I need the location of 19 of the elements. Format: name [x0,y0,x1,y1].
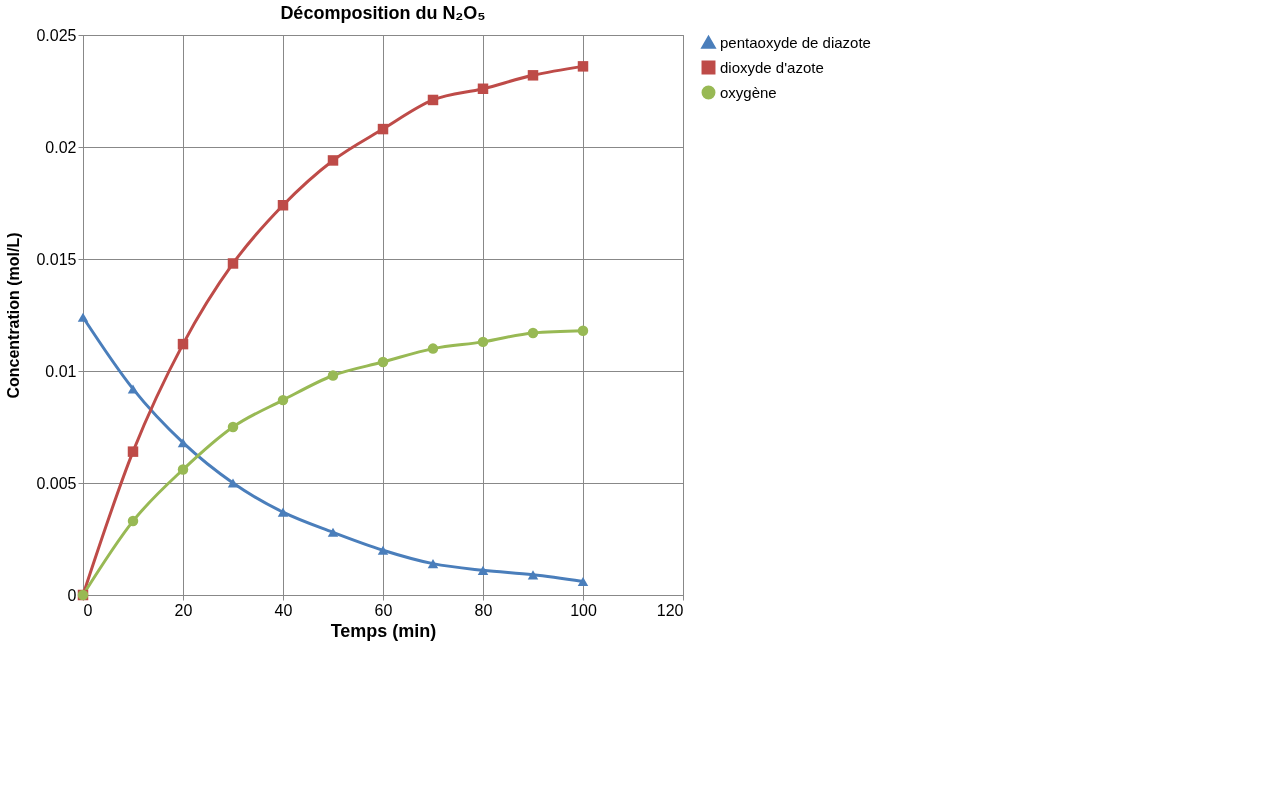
x-tick-label: 120 [656,601,684,619]
x-tick-label: 80 [474,601,493,619]
x-tick-label: 40 [274,601,293,619]
x-tick-label: 60 [374,601,393,619]
y-tick-label: 0.01 [45,362,77,380]
x-tick-label: 0 [83,601,93,619]
legend-label: oxygène [720,83,777,101]
x-tick-label: 20 [174,601,193,619]
x-axis-title: Temps (min) [330,620,437,641]
legend-label: dioxyde d'azote [720,58,824,76]
y-tick-label: 0 [67,586,77,604]
legend-label: pentaoxyde de diazote [720,33,871,51]
chart-title: Décomposition du N₂O₅ [280,3,486,23]
y-tick-label: 0.02 [45,138,77,156]
x-tick-label: 100 [570,601,597,619]
y-tick-label: 0.015 [36,250,77,268]
y-tick-label: 0.005 [36,474,77,492]
y-tick-label: 0.025 [36,26,77,44]
y-axis-title: Concentration (mol/L) [5,232,23,399]
